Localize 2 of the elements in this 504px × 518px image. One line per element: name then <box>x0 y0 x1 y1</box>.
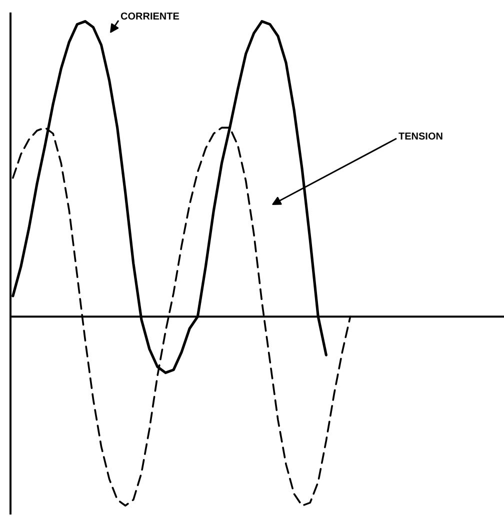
text: TENSION <box>398 132 443 142</box>
text: CORRIENTE <box>120 12 180 22</box>
